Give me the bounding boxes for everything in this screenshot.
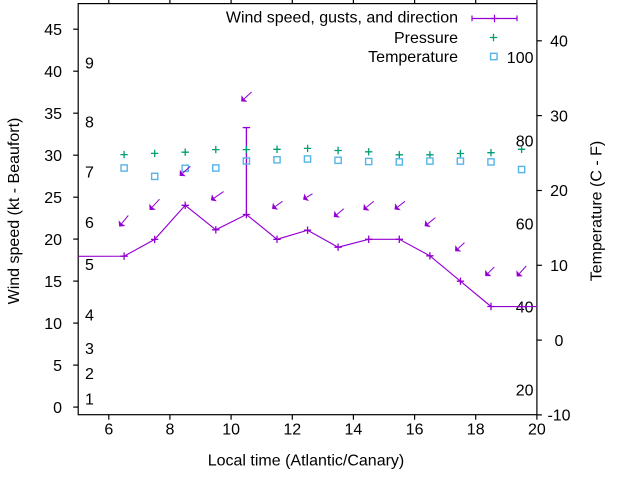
svg-text:Wind speed (kt - Beaufort): Wind speed (kt - Beaufort) (6, 118, 23, 305)
svg-text:30: 30 (550, 108, 568, 125)
svg-text:30: 30 (44, 148, 62, 165)
svg-text:16: 16 (406, 422, 424, 439)
svg-text:Wind speed, gusts, and directi: Wind speed, gusts, and direction (226, 9, 458, 26)
svg-text:15: 15 (44, 274, 62, 291)
svg-text:7: 7 (85, 165, 94, 182)
svg-text:35: 35 (44, 106, 62, 123)
svg-text:8: 8 (85, 114, 94, 131)
svg-text:0: 0 (555, 333, 564, 350)
svg-text:3: 3 (85, 341, 94, 358)
svg-text:6: 6 (104, 422, 113, 439)
svg-text:6: 6 (85, 215, 94, 232)
svg-text:14: 14 (345, 422, 363, 439)
svg-text:18: 18 (467, 422, 485, 439)
svg-text:Temperature (C - F): Temperature (C - F) (589, 141, 606, 281)
svg-text:45: 45 (44, 22, 62, 39)
svg-text:-10: -10 (547, 408, 570, 425)
svg-text:25: 25 (44, 190, 62, 207)
svg-text:40: 40 (44, 64, 62, 81)
svg-text:20: 20 (516, 383, 534, 400)
svg-text:4: 4 (85, 307, 94, 324)
svg-text:Temperature: Temperature (368, 49, 458, 66)
svg-text:40: 40 (516, 300, 534, 317)
svg-text:60: 60 (516, 216, 534, 233)
svg-text:12: 12 (283, 422, 301, 439)
svg-text:40: 40 (550, 34, 568, 51)
svg-text:2: 2 (85, 366, 94, 383)
svg-text:0: 0 (53, 400, 62, 417)
svg-text:10: 10 (44, 316, 62, 333)
svg-text:Pressure: Pressure (394, 30, 458, 47)
svg-text:100: 100 (507, 50, 534, 67)
svg-text:5: 5 (85, 257, 94, 274)
svg-text:8: 8 (165, 422, 174, 439)
svg-text:20: 20 (44, 232, 62, 249)
svg-text:20: 20 (550, 183, 568, 200)
svg-text:9: 9 (85, 56, 94, 73)
svg-text:5: 5 (53, 358, 62, 375)
svg-text:1: 1 (85, 391, 94, 408)
svg-text:80: 80 (516, 133, 534, 150)
svg-text:Local time (Atlantic/Canary): Local time (Atlantic/Canary) (208, 453, 405, 470)
svg-text:20: 20 (528, 422, 546, 439)
svg-text:10: 10 (222, 422, 240, 439)
svg-text:10: 10 (550, 258, 568, 275)
